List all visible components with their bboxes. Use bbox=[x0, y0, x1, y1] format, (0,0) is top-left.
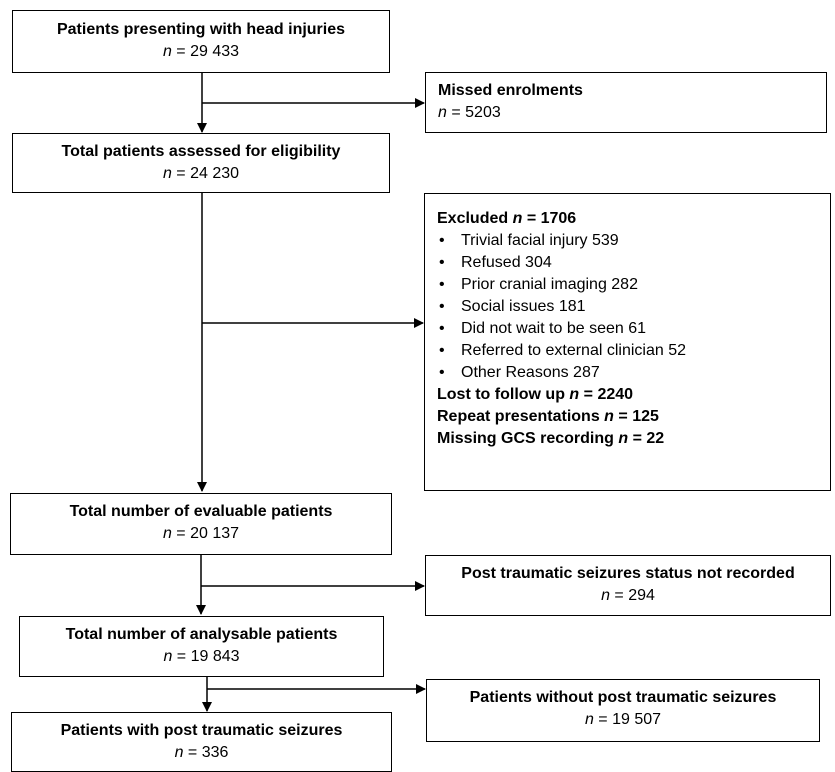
with-pts-title: Patients with post traumatic seizures bbox=[60, 722, 343, 739]
exclusion-reason: Prior cranial imaging 282 bbox=[437, 274, 830, 296]
analysable-title: Total number of analysable patients bbox=[65, 626, 338, 643]
box-missed-enrolments: Missed enrolments n = 5203 bbox=[425, 72, 827, 133]
missed-title: Missed enrolments bbox=[438, 82, 583, 99]
box-analysable-patients: Total number of analysable patients n = … bbox=[19, 616, 384, 677]
box-without-pts: Patients without post traumatic seizures… bbox=[426, 679, 820, 742]
presenting-title: Patients presenting with head injuries bbox=[56, 21, 346, 38]
exclusion-reason: Trivial facial injury 539 bbox=[437, 230, 830, 252]
box-evaluable-patients: Total number of evaluable patients n = 2… bbox=[10, 493, 392, 555]
presenting-count: n = 29 433 bbox=[162, 43, 240, 60]
lost-to-follow-up: Lost to follow up n = 2240 bbox=[437, 386, 634, 403]
exclusion-reason: Did not wait to be seen 61 bbox=[437, 318, 830, 340]
box-assessed-eligibility: Total patients assessed for eligibility … bbox=[12, 133, 390, 193]
seizure-status-title: Post traumatic seizures status not recor… bbox=[461, 565, 795, 582]
analysable-count: n = 19 843 bbox=[163, 648, 240, 665]
assessed-count: n = 24 230 bbox=[162, 165, 240, 182]
exclusion-reason: Referred to external clinician 52 bbox=[437, 340, 830, 362]
exclusion-reasons-list: Trivial facial injury 539 Refused 304 Pr… bbox=[437, 230, 830, 384]
box-patients-presenting: Patients presenting with head injuries n… bbox=[12, 10, 390, 73]
exclusion-reason: Refused 304 bbox=[437, 252, 830, 274]
box-excluded: Excluded n = 1706 Trivial facial injury … bbox=[424, 193, 831, 491]
with-pts-count: n = 336 bbox=[174, 744, 229, 761]
seizure-status-count: n = 294 bbox=[601, 587, 655, 604]
without-pts-title: Patients without post traumatic seizures bbox=[469, 689, 777, 706]
missing-gcs-recording: Missing GCS recording n = 22 bbox=[437, 430, 665, 447]
evaluable-count: n = 20 137 bbox=[162, 525, 240, 542]
assessed-title: Total patients assessed for eligibility bbox=[61, 143, 341, 160]
excluded-heading: Excluded n = 1706 bbox=[437, 210, 577, 227]
repeat-presentations: Repeat presentations n = 125 bbox=[437, 408, 659, 425]
evaluable-title: Total number of evaluable patients bbox=[69, 503, 333, 520]
box-seizure-status-not-recorded: Post traumatic seizures status not recor… bbox=[425, 555, 831, 616]
missed-count: n = 5203 bbox=[438, 104, 501, 121]
exclusion-reason: Social issues 181 bbox=[437, 296, 830, 318]
without-pts-count: n = 19 507 bbox=[584, 711, 662, 728]
exclusion-reason: Other Reasons 287 bbox=[437, 362, 830, 384]
box-with-pts: Patients with post traumatic seizures n … bbox=[11, 712, 392, 772]
